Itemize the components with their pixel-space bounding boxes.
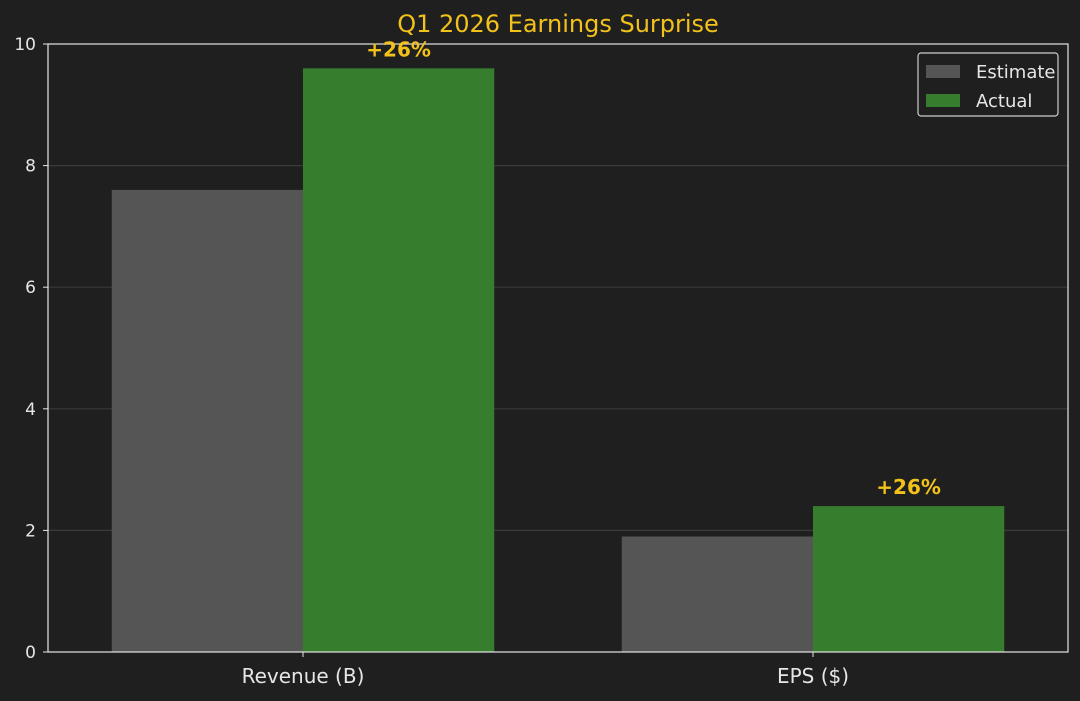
- bars: [111, 68, 1005, 653]
- y-tick-label: 4: [25, 400, 36, 420]
- y-tick-label: 10: [14, 35, 36, 55]
- legend: Estimate Actual: [917, 52, 1059, 117]
- y-tick-label: 8: [25, 157, 36, 177]
- bar-estimate-0: [111, 189, 303, 653]
- plot-frame: [47, 43, 1069, 653]
- bar-actual-0: [303, 68, 495, 652]
- bar-actual-1: [813, 506, 1005, 652]
- bar-estimate-1: [621, 536, 813, 652]
- y-tick-label: 2: [25, 521, 36, 541]
- chart-title: Q1 2026 Earnings Surprise: [397, 10, 719, 38]
- legend-swatch-estimate: [926, 65, 960, 78]
- y-tick-label: 0: [25, 643, 36, 663]
- surprise-label: +26%: [876, 475, 941, 499]
- data-labels: +26% +26%: [366, 37, 941, 499]
- legend-label-estimate: Estimate: [976, 62, 1056, 83]
- y-tick-label: 6: [25, 278, 36, 298]
- legend-label-actual: Actual: [976, 91, 1032, 112]
- x-tick-label: EPS ($): [777, 664, 849, 688]
- x-tick-label: Revenue (B): [242, 664, 365, 688]
- surprise-label: +26%: [366, 37, 431, 61]
- legend-swatch-actual: [926, 94, 960, 107]
- axis-ticks: 0 2 4 6 8 10 Revenue (B) EPS ($): [14, 35, 849, 688]
